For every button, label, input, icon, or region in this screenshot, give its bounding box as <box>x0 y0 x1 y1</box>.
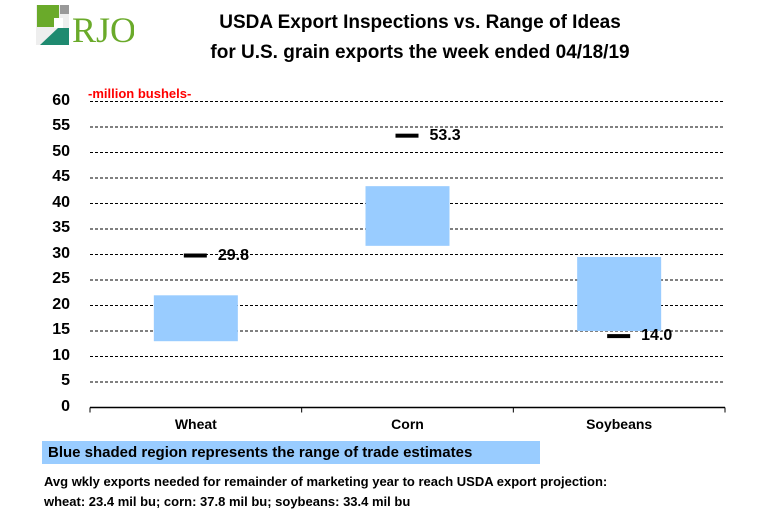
y-tick-label: 20 <box>52 295 70 313</box>
y-tick-label: 5 <box>61 372 70 389</box>
range-box-corn <box>365 186 450 246</box>
chart-title-line1: USDA Export Inspections vs. Range of Ide… <box>219 12 621 33</box>
data-label: 29.8 <box>217 246 249 264</box>
y-tick-label: 40 <box>52 193 70 211</box>
y-tick-label: 25 <box>52 270 70 287</box>
range-box-soybeans <box>577 257 662 331</box>
data-label: 14.0 <box>641 327 673 345</box>
x-tick-label: Corn <box>391 416 424 432</box>
range-box-wheat <box>153 295 238 342</box>
actual-marker-soybeans <box>607 334 631 339</box>
x-tick-label: Wheat <box>174 416 217 432</box>
logo-mark-icon: RJO <box>36 5 136 50</box>
chart-title-line2: for U.S. grain exports the week ended 04… <box>210 42 630 63</box>
data-label: 53.3 <box>429 126 461 144</box>
y-tick-label: 35 <box>52 219 70 236</box>
logo-text: RJO <box>72 10 134 48</box>
y-tick-label: 15 <box>52 321 70 338</box>
actual-marker-corn <box>395 133 419 138</box>
y-tick-label: 10 <box>52 346 70 364</box>
y-tick-label: 0 <box>61 397 70 415</box>
rjo-logo: RJO <box>36 4 136 50</box>
y-tick-label: 30 <box>52 244 70 262</box>
y-tick-label: 55 <box>52 117 70 134</box>
chart-plot <box>89 101 726 413</box>
range-legend-note: Blue shaded region represents the range … <box>42 441 540 464</box>
actual-marker-wheat <box>183 253 207 258</box>
y-axis-unit-label: -million bushels- <box>88 86 192 101</box>
x-tick-label: Soybeans <box>586 416 653 432</box>
y-tick-label: 45 <box>52 168 70 185</box>
footer-line1: Avg wkly exports needed for remainder of… <box>44 474 608 489</box>
y-tick-label: 50 <box>52 142 70 160</box>
footer-line2: wheat: 23.4 mil bu; corn: 37.8 mil bu; s… <box>44 494 411 509</box>
y-tick-label: 60 <box>52 91 70 109</box>
